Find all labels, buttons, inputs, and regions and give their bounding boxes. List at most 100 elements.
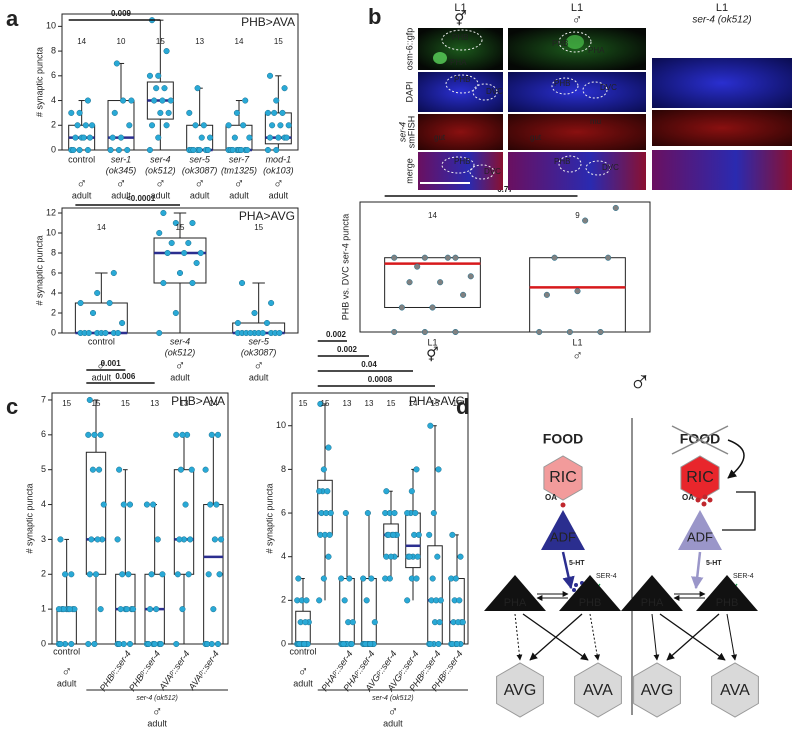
data-point [360,575,367,582]
allele-label: (ok3087) [182,165,218,175]
data-point [238,146,245,154]
data-point [413,466,420,473]
n-label: 13 [343,399,352,408]
data-point [96,466,103,473]
data-point [159,571,166,578]
data-point [100,501,107,508]
data-point [165,109,172,116]
image-annotation: PHA [450,58,467,67]
data-point [88,536,95,543]
data-point [197,249,204,257]
data-point [327,509,334,517]
synapse [529,613,583,661]
data-point [196,146,203,154]
adf-neuron [678,510,722,550]
avg-label: AVG [504,682,537,699]
sex-symbol: ♂ [253,357,264,373]
data-point [251,309,258,317]
data-point [72,134,79,141]
data-point [86,571,93,578]
y-axis-label: # synaptic puncta [24,483,34,553]
image-annotation: PHB [552,39,568,48]
chart-title: PHA>AVG [239,209,295,223]
avg-label: AVG [641,682,674,699]
data-point [161,85,168,92]
data-point [110,269,117,277]
data-point [85,329,92,337]
data-point [320,575,327,582]
category-label: mod-1 [266,154,292,164]
row-label: osm-6::gfp [404,28,414,71]
y-tick-label: 2 [51,120,56,130]
data-point [179,606,186,613]
data-point [444,254,451,261]
sex-symbol: ♂ [116,175,127,191]
n-label: 15 [92,399,101,408]
box [173,469,195,575]
sex-symbol: ♂ [61,663,72,679]
cross [671,425,729,455]
outline [441,156,475,174]
y-tick-label: 2 [281,595,286,605]
data-point [213,501,220,508]
data-point [460,291,467,298]
image-annotation: gut [434,133,446,142]
ava-label: AVA [720,682,750,699]
ava-neuron [574,662,622,718]
data-point [279,109,286,116]
data-point [551,254,558,261]
data-point [151,97,158,104]
box [339,578,355,645]
panel-label: d [456,394,469,419]
n-label: 14 [409,399,418,408]
data-point [281,85,288,92]
data-point [94,536,101,543]
data-point [225,122,232,129]
data-point [119,319,126,327]
data-point [368,575,375,582]
data-point [94,289,101,297]
box [85,451,107,575]
data-point [193,259,200,267]
box [529,257,626,333]
sex-symbol: ♂ [175,357,186,373]
data-point [204,640,211,648]
allele-label: (tm1325) [221,165,257,175]
n-label: 13 [180,399,189,408]
p-value: 0.006 [115,372,136,381]
data-point [240,122,247,129]
data-point [266,72,274,79]
data-point [207,501,214,508]
ric-label: RIC [686,469,714,486]
data-point [436,619,443,626]
image-annotation: DVC [486,87,503,96]
data-point [126,501,134,508]
data-point [66,606,73,613]
data-point [202,466,209,473]
data-point [239,279,246,287]
chart-title: PHB>AVA [241,15,295,29]
data-point [207,134,214,141]
row-label: DAPI [404,81,414,102]
y-tick-label: 0 [51,327,56,337]
data-point [317,400,324,407]
gfp-signal [433,52,447,64]
data-point [113,60,120,67]
phb-label: PHB [716,597,739,609]
data-point [216,571,223,578]
receptor-label: SER-4 [596,573,617,580]
box [74,302,128,334]
y-tick-label: 0 [51,144,56,154]
sex-symbol: ⚥ [426,347,439,363]
y-tick-label: 3 [41,534,46,544]
data-point [76,146,83,154]
oa-dot [702,494,708,500]
box [264,112,292,145]
data-point [160,279,167,287]
serotonin-arrow [691,551,704,590]
data-point [176,269,184,277]
data-point [406,553,413,560]
column-stage: L1 [571,2,583,14]
image-annotation: DVC [602,163,619,172]
